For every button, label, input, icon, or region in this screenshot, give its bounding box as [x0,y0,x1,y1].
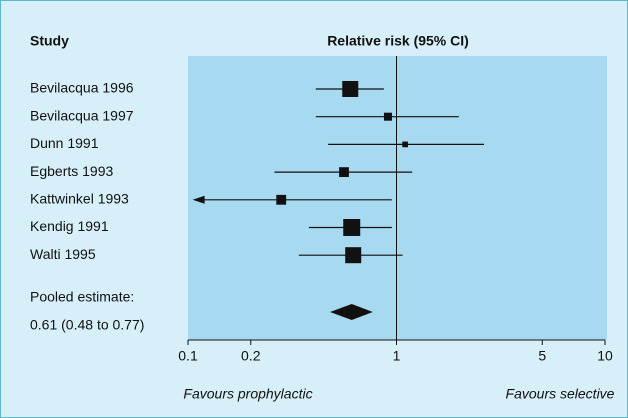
estimate-square [402,141,408,148]
study-name: Egberts 1993 [30,163,113,179]
ci-arrow [192,195,205,204]
pooled-summary: 0.61 (0.48 to 0.77) [30,317,144,333]
plot-area [188,56,607,340]
study-name: Walti 1995 [30,246,96,262]
pooled-label: Pooled estimate: [30,289,134,305]
right-note: Favours selective [506,386,615,402]
estimate-square [345,247,362,264]
study-name: Bevilacqua 1997 [30,107,134,123]
x-tick-label: 0.2 [241,348,261,364]
estimate-square [343,219,361,236]
x-tick-label: 5 [538,348,546,364]
axis-header: Relative risk (95% CI) [327,33,469,49]
study-name: Kattwinkel 1993 [30,191,129,207]
pooled-diamond [330,304,373,320]
estimate-square [339,167,349,177]
x-tick-label: 10 [597,348,613,364]
estimate-square [276,194,287,205]
study-name: Dunn 1991 [30,135,99,151]
estimate-square [342,81,359,97]
x-tick-label: 0.1 [178,348,198,364]
study-name: Kendig 1991 [30,218,109,234]
estimate-square [383,112,392,121]
x-tick-label: 1 [393,348,401,364]
study-header: Study [30,33,69,49]
study-name: Bevilacqua 1996 [30,80,134,96]
left-note: Favours prophylactic [183,386,312,402]
